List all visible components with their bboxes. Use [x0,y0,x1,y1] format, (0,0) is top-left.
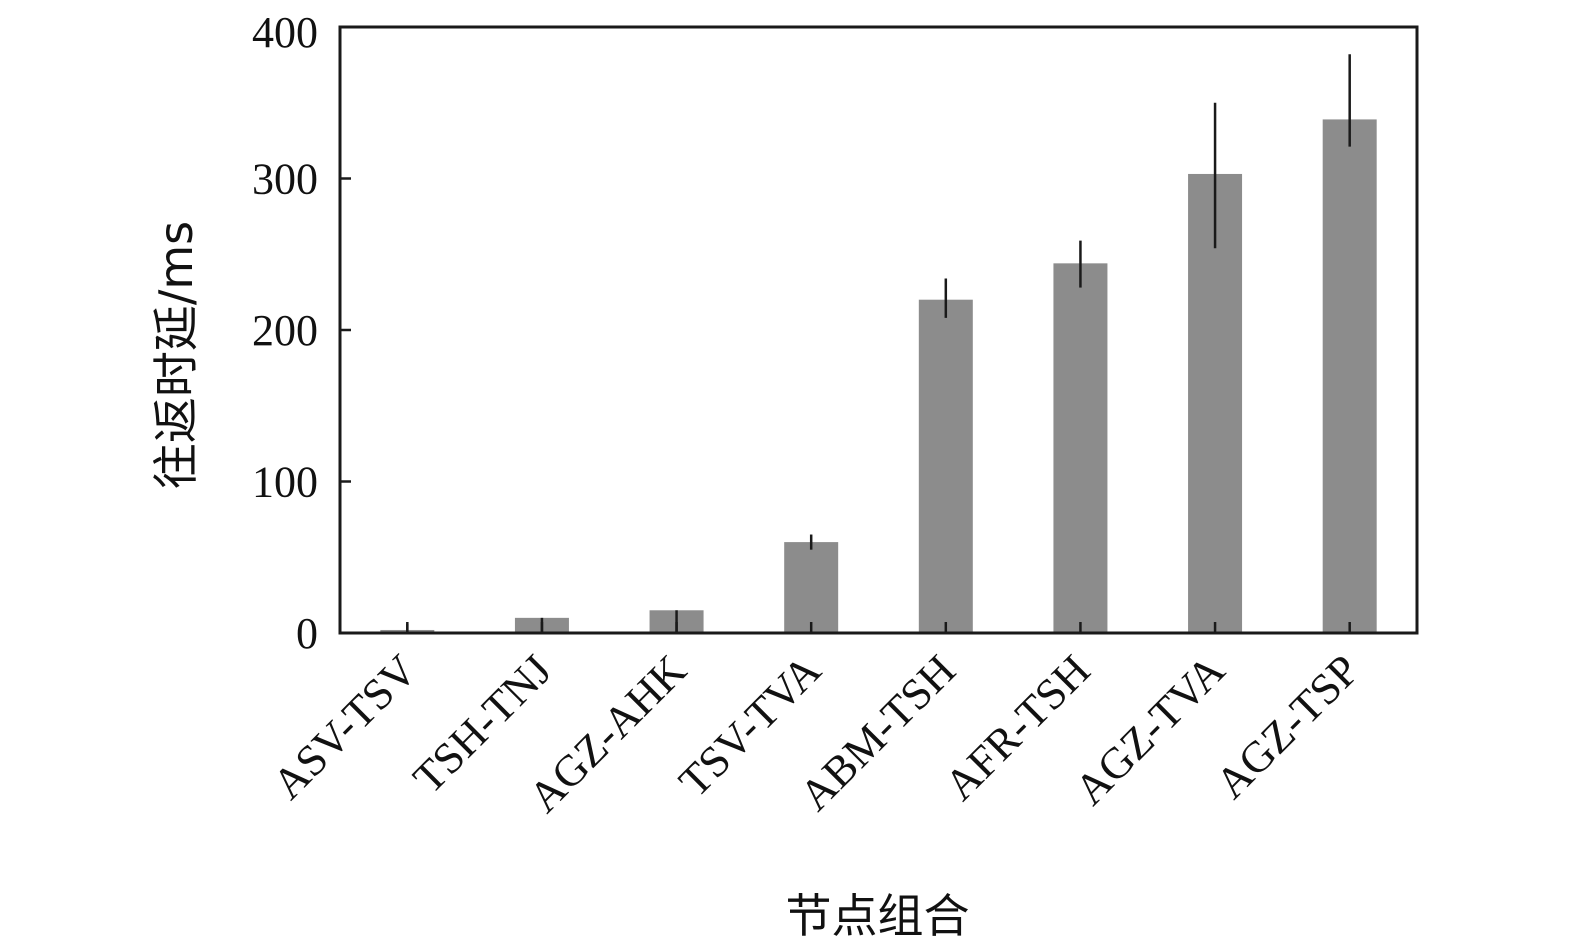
bar-abm-tsh [918,299,973,633]
bar-agz-tva [1188,173,1243,633]
x-tick-label: ASV-TSV [263,645,426,808]
bar-tsv-tva [784,542,839,633]
y-axis-ticks: 0 100 200 300 400 [252,8,351,658]
bar-afr-tsh [1053,263,1108,633]
x-axis-ticks: ASV-TSVTSH-TNJAGZ-AHKTSV-TVAABM-TSHAFR-T… [263,622,1369,822]
bars-group [380,119,1377,634]
y-axis-title: 往返时延/ms [149,221,203,489]
y-tick-label: 0 [296,609,318,658]
y-tick-label: 400 [252,8,318,57]
y-tick-label: 100 [252,458,318,507]
error-bars-group [406,54,1351,633]
x-axis-title: 节点组合 [786,889,970,943]
y-tick-label: 200 [252,306,318,355]
x-tick-label: AGZ-TVA [1065,645,1234,814]
bar-agz-tsp [1322,119,1377,634]
x-tick-label: AGZ-TSP [1206,645,1369,808]
plot-frame [338,25,1419,635]
y-tick-label: 300 [252,155,318,204]
